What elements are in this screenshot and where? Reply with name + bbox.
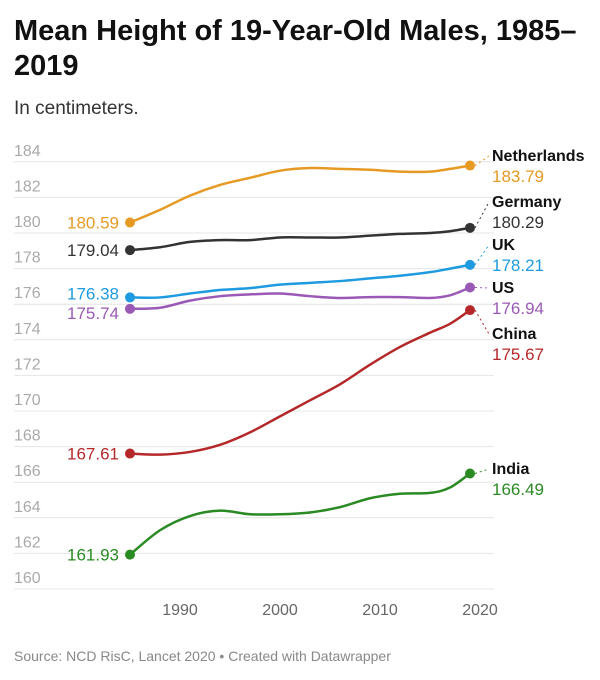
end-value-label: 166.49	[492, 480, 544, 499]
series-line-china	[129, 309, 471, 456]
start-point-india	[125, 549, 135, 560]
end-point-us	[465, 282, 475, 293]
end-point-germany	[465, 222, 475, 233]
end-value-label: 175.67	[492, 345, 544, 364]
start-point-us	[125, 303, 135, 314]
leader-line	[474, 201, 490, 229]
series-line-uk	[129, 263, 471, 299]
start-value-label: 175.74	[67, 304, 119, 323]
end-point-uk	[465, 259, 475, 270]
chart-subtitle: In centimeters.	[14, 98, 139, 119]
series-name-label: US	[492, 280, 515, 297]
series-name-label: China	[492, 326, 537, 343]
y-tick-label: 170	[14, 392, 41, 409]
leader-line	[474, 309, 490, 335]
series-line-india	[129, 472, 471, 556]
x-tick-label: 2000	[262, 602, 298, 619]
y-tick-label: 160	[14, 570, 41, 587]
y-tick-label: 184	[14, 143, 41, 160]
leader-line	[474, 286, 490, 289]
leader-line	[474, 468, 490, 474]
start-point-netherlands	[125, 217, 135, 228]
end-value-label: 183.79	[492, 167, 544, 186]
series-line-germany	[129, 226, 471, 252]
x-tick-label: 2020	[462, 602, 498, 619]
start-point-china	[125, 448, 135, 459]
y-tick-label: 162	[14, 534, 41, 551]
y-tick-label: 180	[14, 214, 41, 231]
start-value-label: 179.04	[67, 241, 119, 260]
source-note: Source: NCD RisC, Lancet 2020 • Created …	[14, 648, 391, 664]
y-tick-label: 178	[14, 250, 41, 267]
y-tick-label: 164	[14, 499, 41, 516]
series-line-us	[129, 286, 471, 311]
end-value-label: 176.94	[492, 299, 544, 318]
y-tick-label: 182	[14, 178, 41, 195]
series-name-label: Germany	[492, 194, 561, 211]
start-value-label: 161.93	[67, 546, 119, 565]
series-name-label: Netherlands	[492, 148, 585, 165]
y-tick-label: 172	[14, 356, 41, 373]
start-value-label: 176.38	[67, 284, 119, 303]
start-value-label: 180.59	[67, 213, 119, 232]
start-point-germany	[125, 245, 135, 256]
end-point-india	[465, 468, 475, 479]
chart-title: Mean Height of 19-Year-Old Males, 1985–2…	[14, 15, 577, 82]
leader-line	[474, 155, 490, 166]
x-tick-label: 2010	[362, 602, 398, 619]
start-value-label: 167.61	[67, 445, 119, 464]
series-name-label: UK	[492, 237, 516, 254]
y-tick-label: 168	[14, 428, 41, 445]
start-point-uk	[125, 292, 135, 303]
end-point-netherlands	[465, 160, 475, 171]
y-tick-label: 166	[14, 463, 41, 480]
leader-line	[474, 244, 490, 266]
end-value-label: 180.29	[492, 213, 544, 232]
series-line-netherlands	[129, 164, 471, 224]
x-tick-label: 1990	[162, 602, 198, 619]
y-tick-label: 176	[14, 285, 41, 302]
end-point-china	[465, 305, 475, 316]
y-tick-label: 174	[14, 321, 41, 338]
series-name-label: India	[492, 461, 529, 478]
end-value-label: 178.21	[492, 256, 544, 275]
